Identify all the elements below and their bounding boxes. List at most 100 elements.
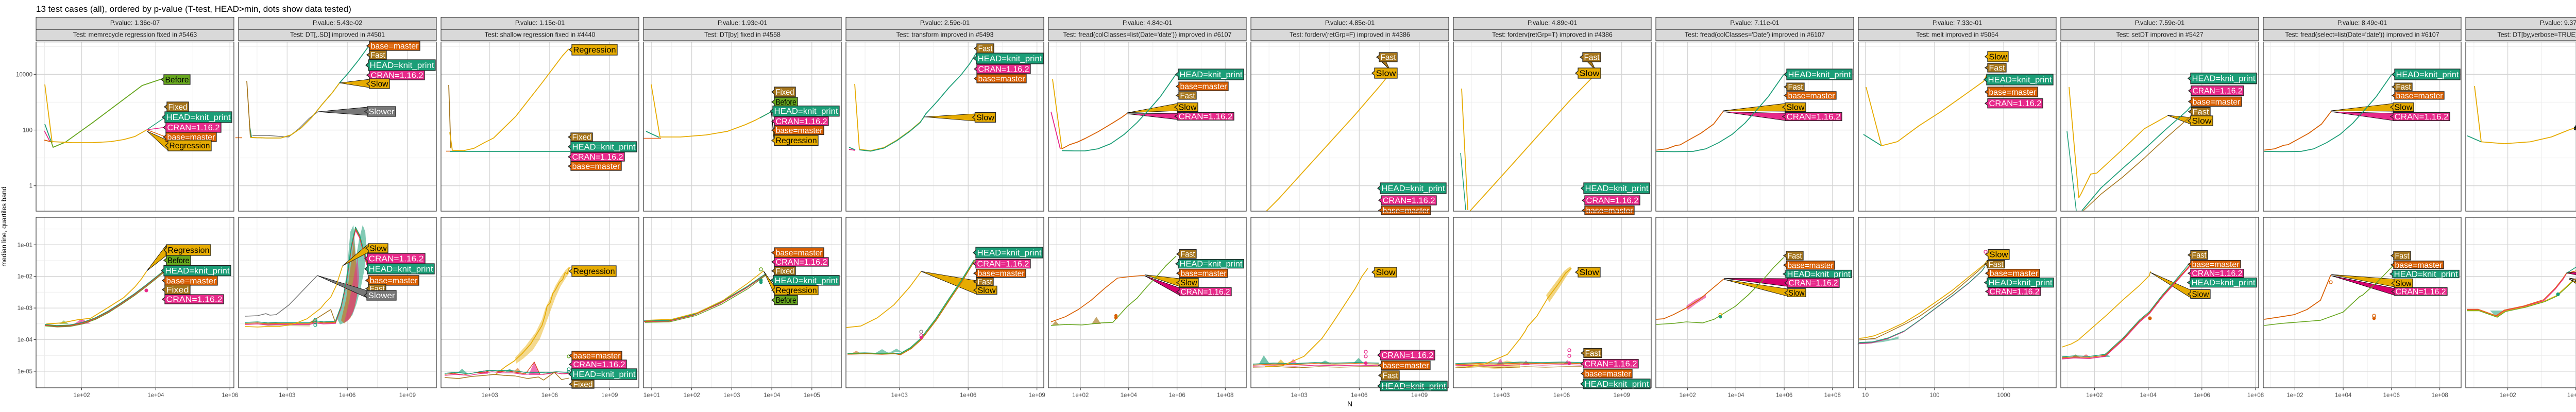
svg-text:1e+04: 1e+04 — [764, 392, 781, 399]
svg-text:1e+09: 1e+09 — [1411, 392, 1428, 399]
svg-text:Test: fread(colClasses=list(Da: Test: fread(colClasses=list(Date='date')… — [1063, 31, 1231, 39]
svg-text:CRAN=1.16.2: CRAN=1.16.2 — [2396, 288, 2446, 297]
svg-text:HEAD=knit_print: HEAD=knit_print — [1787, 270, 1851, 279]
svg-text:Slower: Slower — [369, 108, 395, 116]
svg-text:base=master: base=master — [2193, 98, 2241, 107]
svg-text:HEAD=knit_print: HEAD=knit_print — [370, 61, 435, 70]
svg-text:1e+04: 1e+04 — [2335, 392, 2352, 399]
svg-text:1e+06: 1e+06 — [1553, 392, 1570, 399]
svg-text:Slow: Slow — [1580, 70, 1600, 78]
svg-text:CRAN=1.16.2: CRAN=1.16.2 — [977, 260, 1029, 269]
svg-text:1e+03: 1e+03 — [1291, 392, 1307, 399]
svg-text:CRAN=1.16.2: CRAN=1.16.2 — [1181, 288, 1230, 297]
svg-text:HEAD=knit_print: HEAD=knit_print — [2192, 75, 2256, 83]
svg-text:HEAD=knit_print: HEAD=knit_print — [166, 113, 231, 122]
svg-text:Slow: Slow — [370, 245, 387, 253]
svg-text:Fast: Fast — [1381, 54, 1397, 62]
svg-text:1: 1 — [29, 183, 32, 190]
svg-text:10000: 10000 — [16, 72, 32, 78]
svg-text:Before: Before — [776, 296, 796, 305]
svg-text:Slow: Slow — [2192, 290, 2209, 299]
svg-text:base=master: base=master — [572, 162, 621, 171]
svg-text:Slow: Slow — [2192, 117, 2212, 126]
svg-text:base=master: base=master — [978, 269, 1025, 278]
svg-text:P.value: 9.37e-01: P.value: 9.37e-01 — [2540, 20, 2576, 27]
svg-text:Regression: Regression — [573, 267, 615, 276]
svg-text:1e+06: 1e+06 — [1351, 392, 1367, 399]
svg-text:1e+02: 1e+02 — [2499, 392, 2516, 399]
svg-text:base=master: base=master — [2192, 261, 2240, 269]
svg-text:Fast: Fast — [1584, 54, 1600, 62]
svg-text:Fixed: Fixed — [166, 286, 189, 295]
svg-text:base=master: base=master — [1585, 370, 1632, 379]
svg-text:HEAD=knit_print: HEAD=knit_print — [1382, 382, 1447, 391]
svg-text:HEAD=knit_print: HEAD=knit_print — [978, 55, 1043, 63]
svg-text:base=master: base=master — [2396, 92, 2444, 100]
svg-text:HEAD=knit_print: HEAD=knit_print — [2394, 270, 2459, 279]
svg-text:P.value: 4.85e-01: P.value: 4.85e-01 — [1325, 20, 1375, 27]
svg-text:1e+08: 1e+08 — [1824, 392, 1841, 399]
svg-text:10: 10 — [1862, 392, 1869, 399]
svg-text:Regression: Regression — [776, 286, 817, 295]
svg-text:CRAN=1.16.2: CRAN=1.16.2 — [1585, 360, 1637, 369]
svg-text:Test: melt improved in #5054: Test: melt improved in #5054 — [1916, 31, 1998, 39]
svg-text:HEAD=knit_print: HEAD=knit_print — [1180, 260, 1243, 269]
svg-text:P.value: 8.49e-01: P.value: 8.49e-01 — [2337, 20, 2387, 27]
svg-text:P.value: 5.43e-02: P.value: 5.43e-02 — [313, 20, 362, 27]
svg-text:CRAN=1.16.2: CRAN=1.16.2 — [2193, 87, 2243, 96]
svg-text:P.value: 7.33e-01: P.value: 7.33e-01 — [1933, 20, 1982, 27]
svg-text:1e-03: 1e-03 — [18, 305, 32, 312]
svg-text:base=master: base=master — [776, 127, 823, 135]
svg-text:Fast: Fast — [1585, 349, 1601, 358]
svg-text:Before: Before — [165, 76, 189, 84]
svg-text:base=master: base=master — [1788, 261, 1834, 270]
svg-text:1e+03: 1e+03 — [1493, 392, 1510, 399]
svg-text:base=master: base=master — [1181, 269, 1227, 278]
svg-text:1e+08: 1e+08 — [1217, 392, 1233, 399]
svg-text:Slow: Slow — [1989, 53, 2007, 62]
svg-text:Slow: Slow — [976, 113, 994, 122]
svg-text:1e+04: 1e+04 — [2567, 392, 2576, 399]
svg-text:Fast: Fast — [1788, 252, 1802, 261]
svg-text:Slow: Slow — [1181, 279, 1197, 287]
svg-text:1e+02: 1e+02 — [683, 392, 700, 399]
svg-text:P.value: 2.59e-01: P.value: 2.59e-01 — [920, 20, 970, 27]
svg-text:Fast: Fast — [2395, 252, 2410, 261]
svg-text:P.value: 4.84e-01: P.value: 4.84e-01 — [1123, 20, 1172, 27]
svg-text:HEAD=knit_print: HEAD=knit_print — [1585, 380, 1650, 389]
svg-text:base=master: base=master — [167, 133, 216, 142]
svg-text:HEAD=knit_print: HEAD=knit_print — [1382, 184, 1446, 193]
svg-text:1e+03: 1e+03 — [891, 392, 908, 399]
svg-text:CRAN=1.16.2: CRAN=1.16.2 — [167, 124, 220, 132]
svg-text:CRAN=1.16.2: CRAN=1.16.2 — [2395, 113, 2449, 122]
svg-text:HEAD=knit_print: HEAD=knit_print — [369, 265, 434, 274]
svg-text:HEAD=knit_print: HEAD=knit_print — [573, 370, 636, 379]
svg-text:CRAN=1.16.2: CRAN=1.16.2 — [166, 296, 223, 304]
svg-text:Slow: Slow — [1787, 104, 1805, 112]
svg-text:Fast: Fast — [978, 45, 993, 54]
svg-text:Test: DT[by,verbose=TRUE] impr: Test: DT[by,verbose=TRUE] improved in #6… — [2497, 31, 2576, 39]
svg-text:base=master: base=master — [776, 249, 823, 258]
svg-text:1e+04: 1e+04 — [1121, 392, 1138, 399]
svg-text:CRAN=1.16.2: CRAN=1.16.2 — [1586, 197, 1639, 205]
svg-text:P.value: 1.36e-07: P.value: 1.36e-07 — [110, 20, 160, 27]
svg-text:Test: forderv(retGrp=T) improv: Test: forderv(retGrp=T) improved in #438… — [1492, 31, 1613, 39]
svg-text:Test: DT[by] fixed in #4558: Test: DT[by] fixed in #4558 — [704, 31, 781, 39]
svg-text:CRAN=1.16.2: CRAN=1.16.2 — [2192, 269, 2243, 278]
svg-text:Slow: Slow — [1376, 268, 1396, 277]
svg-text:Fixed: Fixed — [776, 267, 794, 276]
svg-text:base=master: base=master — [1989, 88, 2037, 97]
svg-text:median line, quartiles band: median line, quartiles band — [0, 186, 8, 266]
svg-text:Slow: Slow — [1789, 289, 1805, 298]
svg-text:1e+09: 1e+09 — [399, 392, 416, 399]
svg-text:1e+06: 1e+06 — [2383, 392, 2400, 399]
svg-text:1e+03: 1e+03 — [723, 392, 740, 399]
svg-text:base=master: base=master — [166, 277, 217, 285]
svg-text:N: N — [1347, 400, 1352, 408]
svg-text:base=master: base=master — [1180, 82, 1228, 91]
svg-text:100: 100 — [23, 128, 32, 134]
svg-text:Slow: Slow — [1580, 268, 1599, 277]
svg-text:1e+02: 1e+02 — [73, 392, 90, 399]
svg-text:1e+05: 1e+05 — [804, 392, 820, 399]
svg-text:CRAN=1.16.2: CRAN=1.16.2 — [978, 65, 1029, 74]
